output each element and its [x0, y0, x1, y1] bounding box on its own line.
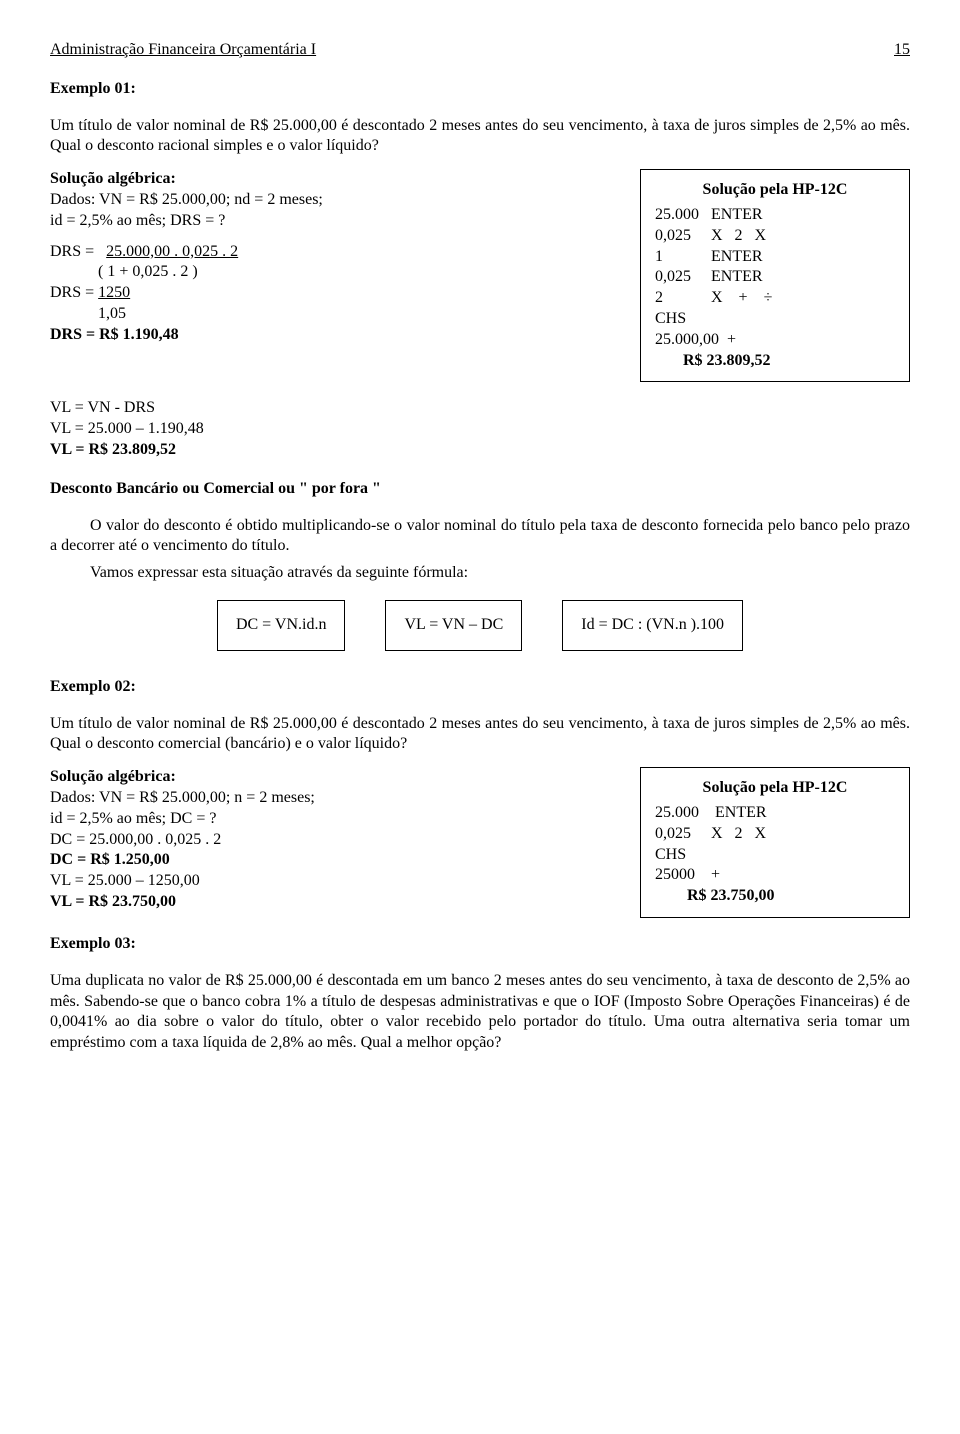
vl-result-2: VL = R$ 23.750,00 — [50, 892, 610, 913]
dados-line-2: id = 2,5% ao mês; DRS = ? — [50, 211, 610, 232]
vl-line-1: VL = VN - DRS — [50, 398, 910, 419]
example-01-statement: Um título de valor nominal de R$ 25.000,… — [50, 116, 910, 158]
hp-line: CHS — [655, 845, 895, 866]
example-02-label: Exemplo 02: — [50, 677, 910, 698]
formula-dc: DC = VN.id.n — [217, 600, 346, 651]
example-03-statement: Uma duplicata no valor de R$ 25.000,00 é… — [50, 971, 910, 1054]
alg-title: Solução algébrica: — [50, 169, 610, 190]
alg-title-2: Solução algébrica: — [50, 767, 610, 788]
hp-line: 25.000 ENTER — [655, 205, 895, 226]
dc-line-1: DC = 25.000,00 . 0,025 . 2 — [50, 830, 610, 851]
section-p2: Vamos expressar esta situação através da… — [50, 563, 910, 584]
drs-line-2: ( 1 + 0,025 . 2 ) — [50, 262, 610, 283]
example-02-algebraic: Solução algébrica: Dados: VN = R$ 25.000… — [50, 767, 610, 913]
example-02-statement: Um título de valor nominal de R$ 25.000,… — [50, 714, 910, 756]
example-01-label: Exemplo 01: — [50, 79, 910, 100]
example-03-label: Exemplo 03: — [50, 934, 910, 955]
example-01-hp12c: Solução pela HP-12C 25.000 ENTER 0,025 X… — [640, 169, 910, 382]
section-title: Desconto Bancário ou Comercial ou " por … — [50, 479, 910, 500]
hp-line: 1 ENTER — [655, 247, 895, 268]
hp-line: 0,025 X 2 X — [655, 226, 895, 247]
dados-line-1: Dados: VN = R$ 25.000,00; nd = 2 meses; — [50, 190, 610, 211]
vl-line-b1: VL = 25.000 – 1250,00 — [50, 871, 610, 892]
hp-line: 0,025 ENTER — [655, 267, 895, 288]
formula-row: DC = VN.id.n VL = VN – DC Id = DC : (VN.… — [50, 600, 910, 651]
vl-result: VL = R$ 23.809,52 — [50, 440, 910, 461]
example-02-hp12c: Solução pela HP-12C 25.000 ENTER 0,025 X… — [640, 767, 910, 918]
formula-vl: VL = VN – DC — [385, 600, 522, 651]
doc-title: Administração Financeira Orçamentária I — [50, 40, 316, 61]
drs-line-1: DRS = 25.000,00 . 0,025 . 2 — [50, 242, 610, 263]
hp-result-2: R$ 23.750,00 — [655, 886, 895, 907]
page-number: 15 — [894, 40, 910, 61]
dados-line-2b: id = 2,5% ao mês; DC = ? — [50, 809, 610, 830]
hp-line: 25.000,00 + — [655, 330, 895, 351]
hp-line: 25.000 ENTER — [655, 803, 895, 824]
dc-result: DC = R$ 1.250,00 — [50, 850, 610, 871]
vl-line-2: VL = 25.000 – 1.190,48 — [50, 419, 910, 440]
drs-line-4: 1,05 — [50, 304, 610, 325]
dados-line-1b: Dados: VN = R$ 25.000,00; n = 2 meses; — [50, 788, 610, 809]
drs-result: DRS = R$ 1.190,48 — [50, 325, 610, 346]
example-01-algebraic: Solução algébrica: Dados: VN = R$ 25.000… — [50, 169, 610, 345]
hp-line: CHS — [655, 309, 895, 330]
hp-result: R$ 23.809,52 — [655, 351, 895, 372]
formula-id: Id = DC : (VN.n ).100 — [562, 600, 743, 651]
section-p1: O valor do desconto é obtido multiplican… — [50, 516, 910, 558]
hp-line: 2 X + ÷ — [655, 288, 895, 309]
hp-line: 25000 + — [655, 865, 895, 886]
hp-title-2: Solução pela HP-12C — [655, 778, 895, 799]
hp-line: 0,025 X 2 X — [655, 824, 895, 845]
drs-line-3: DRS = 1250 — [50, 283, 610, 304]
hp-title: Solução pela HP-12C — [655, 180, 895, 201]
